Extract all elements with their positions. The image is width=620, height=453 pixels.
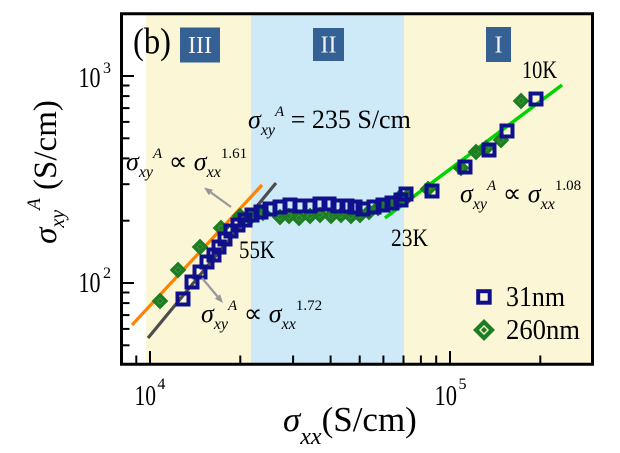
svg-text:10: 10 (135, 381, 157, 412)
svg-text:σxyA (S/cm): σxyA (S/cm) (24, 100, 69, 244)
svg-text:(b): (b) (133, 22, 171, 63)
svg-text:31nm: 31nm (506, 281, 565, 313)
svg-text:I: I (495, 33, 503, 59)
svg-text:4: 4 (157, 376, 165, 393)
svg-text:55K: 55K (239, 237, 275, 264)
svg-text:σxyA = 235 S/cm: σxyA = 235 S/cm (248, 104, 411, 139)
svg-text:III: III (188, 33, 212, 59)
svg-text:10: 10 (435, 381, 458, 412)
svg-text:10: 10 (79, 268, 101, 299)
svg-text:II: II (321, 33, 337, 59)
svg-text:10: 10 (79, 63, 101, 94)
svg-text:σxx(S/cm): σxx(S/cm) (283, 400, 417, 450)
svg-text:10K: 10K (522, 57, 557, 84)
svg-text:260nm: 260nm (506, 314, 580, 346)
svg-text:2: 2 (103, 265, 111, 282)
svg-text:23K: 23K (391, 225, 428, 252)
svg-text:3: 3 (103, 60, 111, 77)
svg-text:5: 5 (459, 376, 467, 393)
